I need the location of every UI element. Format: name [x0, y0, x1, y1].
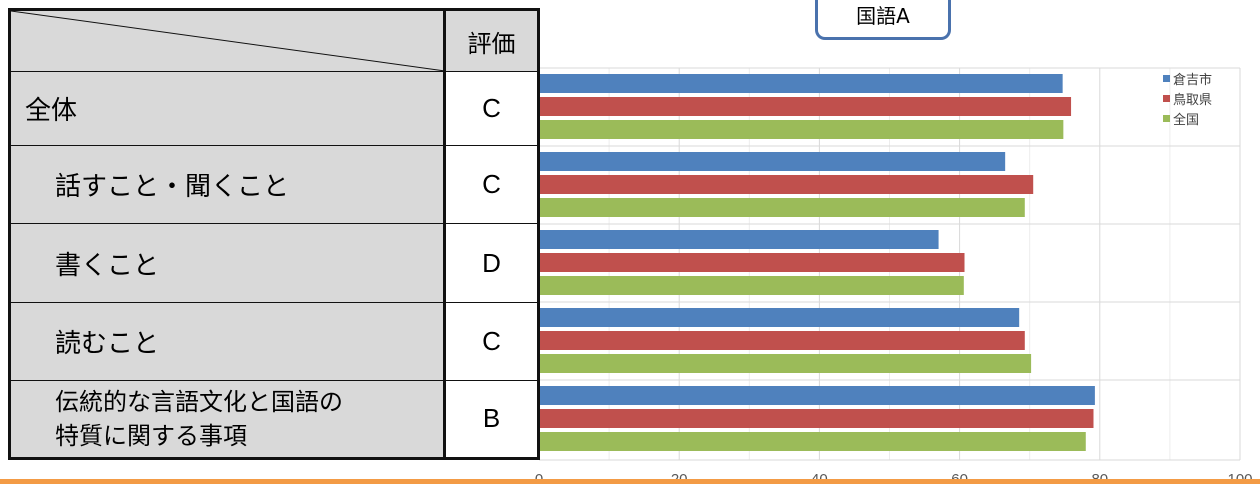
- bar-1-1: [539, 74, 1063, 93]
- bar-3-3: [539, 276, 964, 295]
- row-label-line2: 特質に関する事項: [55, 421, 247, 450]
- bar-2-3: [539, 253, 965, 272]
- row-grade: B: [445, 379, 539, 460]
- bar-3-5: [539, 432, 1086, 451]
- legend-label: 鳥取県: [1173, 93, 1212, 108]
- table-row: 伝統的な言語文化と国語の 特質に関する事項 B: [9, 379, 539, 460]
- bar-3-2: [539, 198, 1025, 217]
- diagonal-line: [11, 11, 445, 72]
- bar-3-1: [539, 120, 1064, 139]
- bar-1-5: [539, 386, 1095, 405]
- row-grade: C: [445, 301, 539, 381]
- table-row: 話すこと・聞くこと C: [9, 145, 539, 225]
- bar-2-5: [539, 409, 1094, 428]
- bar-1-2: [539, 152, 1006, 171]
- row-label-line1: 伝統的な言語文化と国語の: [55, 387, 343, 416]
- row-label: 話すこと・聞くこと: [55, 172, 290, 203]
- bar-1-3: [539, 230, 939, 249]
- evaluation-table: 評価 全体 C 話すこと・聞くこと C 書くこと D 読むこと C 伝統的な言語…: [8, 8, 540, 460]
- table-row: 書くこと D: [9, 223, 539, 303]
- bar-1-4: [539, 308, 1020, 327]
- legend-swatch: [1163, 95, 1170, 102]
- row-grade: C: [445, 145, 539, 225]
- row-label: 全体: [25, 96, 78, 127]
- row-grade: C: [445, 71, 539, 147]
- row-label: 書くこと: [55, 250, 160, 281]
- legend-swatch: [1163, 115, 1170, 122]
- x-tick-label: 0: [535, 471, 543, 484]
- chart-title: 国語A: [815, 0, 951, 40]
- bar-2-2: [539, 175, 1034, 194]
- legend-label: 倉吉市: [1173, 72, 1212, 88]
- table-header-row: 評価: [9, 8, 539, 73]
- header-diagonal-cell: [9, 8, 446, 73]
- row-label: 読むこと: [55, 328, 160, 359]
- legend-label: 全国: [1173, 112, 1199, 128]
- table-row: 読むこと C: [9, 301, 539, 381]
- bottom-accent-bar: [0, 479, 1260, 484]
- bar-3-4: [539, 354, 1032, 373]
- header-grade-label: 評価: [445, 8, 539, 73]
- table-row: 全体 C: [9, 71, 539, 147]
- row-grade: D: [445, 223, 539, 303]
- bar-2-4: [539, 331, 1025, 350]
- bar-2-1: [539, 97, 1072, 116]
- legend-swatch: [1163, 75, 1170, 82]
